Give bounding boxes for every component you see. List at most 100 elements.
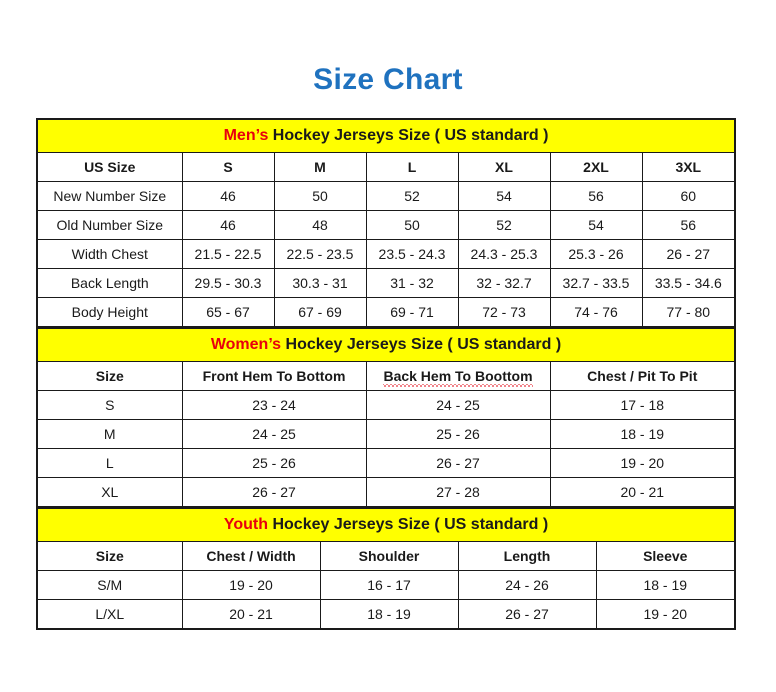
youth-col-header-1: Chest / Width: [181, 541, 321, 571]
table-row: Old Number Size 46 48 50 52 54 56: [36, 210, 736, 240]
womens-row-1-value-1: 25 - 26: [365, 419, 551, 449]
mens-row-1-value-1: 48: [273, 210, 367, 240]
youth-header-rest: Hockey Jerseys Size ( US standard ): [268, 516, 549, 533]
mens-col-header-0: US Size: [36, 152, 183, 182]
mens-row-1-value-0: 46: [181, 210, 275, 240]
mens-section-header-row: Men’s Hockey Jerseys Size ( US standard …: [37, 118, 736, 153]
mens-row-1-value-3: 52: [457, 210, 551, 240]
womens-header-rest: Hockey Jerseys Size ( US standard ): [281, 336, 562, 353]
womens-row-1-value-2: 18 - 19: [549, 419, 736, 449]
mens-row-4-value-1: 67 - 69: [273, 297, 367, 327]
womens-size-table: Women’s Hockey Jerseys Size ( US standar…: [36, 327, 737, 507]
mens-column-header-row: US Size S M L XL 2XL 3XL: [36, 152, 736, 182]
mens-row-3-value-3: 32 - 32.7: [457, 268, 551, 298]
table-row: New Number Size 46 50 52 54 56 60: [36, 181, 736, 211]
mens-row-1-value-2: 50: [365, 210, 459, 240]
womens-row-0-value-1: 24 - 25: [365, 390, 551, 420]
mens-row-3-value-5: 33.5 - 34.6: [641, 268, 736, 298]
womens-row-0-value-0: 23 - 24: [181, 390, 367, 420]
womens-section-header-row: Women’s Hockey Jerseys Size ( US standar…: [37, 327, 736, 362]
mens-row-0-value-2: 52: [365, 181, 459, 211]
mens-row-4-value-5: 77 - 80: [641, 297, 736, 327]
womens-row-0-value-2: 17 - 18: [549, 390, 736, 420]
table-row: XL 26 - 27 27 - 28 20 - 21: [36, 477, 736, 507]
mens-row-0-value-4: 56: [549, 181, 643, 211]
mens-row-0-value-1: 50: [273, 181, 367, 211]
size-tables-container: Men’s Hockey Jerseys Size ( US standard …: [36, 118, 737, 630]
mens-header-rest: Hockey Jerseys Size ( US standard ): [268, 127, 549, 144]
mens-row-2-value-2: 23.5 - 24.3: [365, 239, 459, 269]
youth-size-table: Youth Hockey Jerseys Size ( US standard …: [36, 507, 737, 630]
table-row: M 24 - 25 25 - 26 18 - 19: [36, 419, 736, 449]
mens-row-4-value-2: 69 - 71: [365, 297, 459, 327]
womens-header-accent: Women’s: [210, 336, 282, 353]
youth-section-header-cell: Youth Hockey Jerseys Size ( US standard …: [37, 507, 736, 542]
womens-row-3-value-1: 27 - 28: [365, 477, 551, 507]
youth-row-0-value-1: 16 - 17: [319, 570, 459, 600]
mens-row-4-value-4: 74 - 76: [549, 297, 643, 327]
mens-row-3-value-2: 31 - 32: [365, 268, 459, 298]
mens-row-3-value-0: 29.5 - 30.3: [181, 268, 275, 298]
womens-row-2-value-0: 25 - 26: [181, 448, 367, 478]
mens-row-0-value-5: 60: [641, 181, 736, 211]
youth-row-1-value-0: 20 - 21: [181, 599, 321, 630]
mens-row-2-value-4: 25.3 - 26: [549, 239, 643, 269]
womens-col-header-0: Size: [36, 361, 183, 391]
womens-row-2-value-1: 26 - 27: [365, 448, 551, 478]
womens-row-1-value-0: 24 - 25: [181, 419, 367, 449]
mens-col-header-5: 2XL: [549, 152, 643, 182]
youth-row-1-value-3: 19 - 20: [595, 599, 736, 630]
mens-row-1-label: Old Number Size: [36, 210, 183, 240]
womens-col-header-2-text: Back Hem To Boottom: [383, 368, 533, 387]
mens-col-header-4: XL: [457, 152, 551, 182]
table-row: Back Length 29.5 - 30.3 30.3 - 31 31 - 3…: [36, 268, 736, 298]
womens-row-0-label: S: [36, 390, 183, 420]
youth-col-header-4: Sleeve: [595, 541, 736, 571]
womens-row-3-label: XL: [36, 477, 183, 507]
mens-col-header-3: L: [365, 152, 459, 182]
womens-section-header-cell: Women’s Hockey Jerseys Size ( US standar…: [37, 327, 736, 362]
youth-col-header-3: Length: [457, 541, 597, 571]
youth-column-header-row: Size Chest / Width Shoulder Length Sleev…: [36, 541, 736, 571]
mens-col-header-2: M: [273, 152, 367, 182]
youth-row-1-value-1: 18 - 19: [319, 599, 459, 630]
page-title: Size Chart: [313, 63, 463, 96]
youth-row-1-value-2: 26 - 27: [457, 599, 597, 630]
mens-row-0-label: New Number Size: [36, 181, 183, 211]
womens-col-header-2: Back Hem To Boottom: [365, 361, 551, 391]
youth-row-0-value-0: 19 - 20: [181, 570, 321, 600]
youth-col-header-2: Shoulder: [319, 541, 459, 571]
mens-row-4-value-0: 65 - 67: [181, 297, 275, 327]
mens-row-4-label: Body Height: [36, 297, 183, 327]
mens-header-accent: Men’s: [223, 127, 269, 144]
youth-section-header-row: Youth Hockey Jerseys Size ( US standard …: [37, 507, 736, 542]
table-row: L/XL 20 - 21 18 - 19 26 - 27 19 - 20: [36, 599, 736, 630]
womens-row-1-label: M: [36, 419, 183, 449]
table-row: S/M 19 - 20 16 - 17 24 - 26 18 - 19: [36, 570, 736, 600]
mens-col-header-1: S: [181, 152, 275, 182]
table-row: L 25 - 26 26 - 27 19 - 20: [36, 448, 736, 478]
table-row: Width Chest 21.5 - 22.5 22.5 - 23.5 23.5…: [36, 239, 736, 269]
womens-col-header-3: Chest / Pit To Pit: [549, 361, 736, 391]
mens-row-2-value-5: 26 - 27: [641, 239, 736, 269]
mens-row-3-value-4: 32.7 - 33.5: [549, 268, 643, 298]
womens-row-2-value-2: 19 - 20: [549, 448, 736, 478]
mens-row-3-label: Back Length: [36, 268, 183, 298]
mens-section-header-cell: Men’s Hockey Jerseys Size ( US standard …: [37, 118, 736, 153]
mens-row-2-label: Width Chest: [36, 239, 183, 269]
mens-row-0-value-0: 46: [181, 181, 275, 211]
youth-col-header-0: Size: [36, 541, 183, 571]
mens-row-4-value-3: 72 - 73: [457, 297, 551, 327]
mens-row-2-value-1: 22.5 - 23.5: [273, 239, 367, 269]
mens-row-1-value-4: 54: [549, 210, 643, 240]
table-row: S 23 - 24 24 - 25 17 - 18: [36, 390, 736, 420]
mens-row-3-value-1: 30.3 - 31: [273, 268, 367, 298]
womens-row-3-value-0: 26 - 27: [181, 477, 367, 507]
mens-row-2-value-3: 24.3 - 25.3: [457, 239, 551, 269]
youth-row-0-value-3: 18 - 19: [595, 570, 736, 600]
youth-row-0-label: S/M: [36, 570, 183, 600]
youth-header-accent: Youth: [223, 516, 269, 533]
mens-col-header-6: 3XL: [641, 152, 736, 182]
womens-row-2-label: L: [36, 448, 183, 478]
